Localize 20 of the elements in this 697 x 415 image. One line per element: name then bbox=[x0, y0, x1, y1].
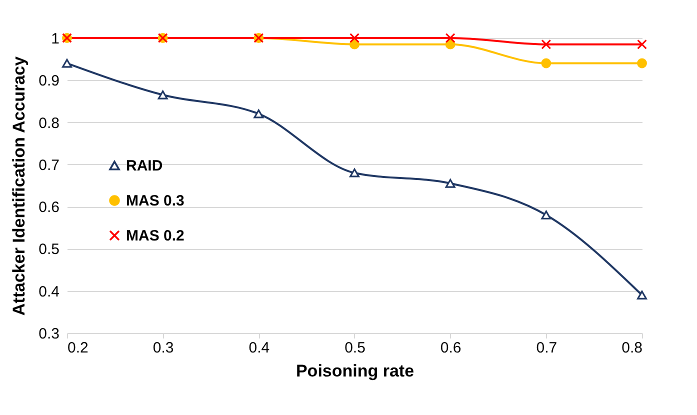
legend-label: MAS 0.3 bbox=[126, 192, 184, 210]
x-tick-label: 0.8 bbox=[622, 340, 642, 356]
y-tick-label: 0.9 bbox=[38, 72, 60, 90]
x-tick-label: 0.6 bbox=[440, 340, 462, 356]
y-tick-label: 0.5 bbox=[38, 241, 60, 258]
y-tick-label: 0.7 bbox=[38, 156, 60, 174]
y-tick-label: 0.3 bbox=[38, 326, 60, 342]
x-tick-label: 0.2 bbox=[68, 340, 88, 356]
x-tick-label: 0.3 bbox=[152, 340, 174, 356]
y-axis-title: Attacker Identification Accuracy bbox=[10, 56, 29, 316]
y-tick-label: 1 bbox=[51, 30, 60, 48]
y-tick-label: 0.8 bbox=[38, 114, 60, 132]
x-axis-title: Poisoning rate bbox=[296, 362, 414, 380]
legend-label: RAID bbox=[126, 158, 163, 174]
x-tick-label: 0.5 bbox=[344, 340, 366, 356]
x-tick-label: 0.4 bbox=[248, 340, 270, 356]
legend-label: MAS 0.2 bbox=[126, 228, 184, 244]
y-tick-label: 0.4 bbox=[38, 283, 60, 300]
x-tick-label: 0.7 bbox=[536, 340, 558, 356]
y-tick-label: 0.6 bbox=[38, 199, 60, 216]
